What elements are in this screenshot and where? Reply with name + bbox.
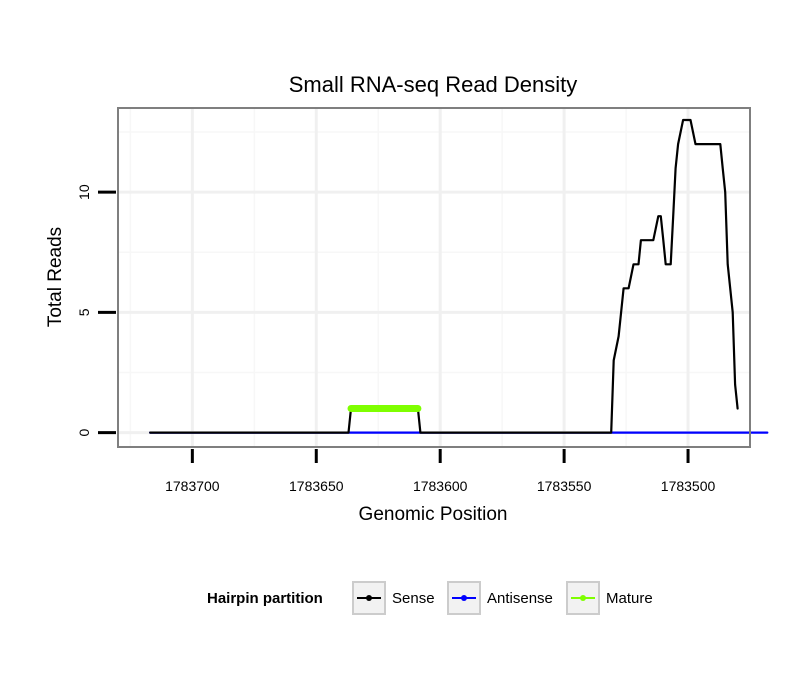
legend-label-mature: Mature (606, 590, 653, 607)
legend-label-sense: Sense (392, 590, 435, 607)
panel-border (117, 107, 751, 448)
chart-title: Small RNA-seq Read Density (289, 72, 578, 97)
x-axis-title: Genomic Position (359, 504, 508, 525)
y-tick-label: 5 (76, 308, 92, 316)
legend-point-sense (366, 595, 372, 601)
x-axis: 1783700 1783650 1783600 1783550 1783500 (165, 449, 715, 494)
legend-label-antisense: Antisense (487, 590, 553, 607)
grid (118, 108, 750, 447)
x-tick-label: 1783550 (537, 478, 592, 494)
y-axis-title: Total Reads (45, 227, 66, 327)
x-tick-label: 1783700 (165, 478, 220, 494)
legend-point-mature (580, 595, 586, 601)
legend-point-antisense (461, 595, 467, 601)
x-tick-label: 1783650 (289, 478, 344, 494)
x-tick-label: 1783600 (413, 478, 468, 494)
series-line-sense (149, 118, 739, 434)
legend-title: Hairpin partition (207, 590, 323, 607)
y-tick-label: 10 (76, 184, 92, 200)
legend: Hairpin partition Sense Antisense Mature (207, 581, 653, 615)
series-layer (149, 118, 769, 434)
y-axis: 0 5 10 (76, 184, 116, 436)
x-tick-label: 1783500 (661, 478, 716, 494)
y-tick-label: 0 (76, 428, 92, 436)
